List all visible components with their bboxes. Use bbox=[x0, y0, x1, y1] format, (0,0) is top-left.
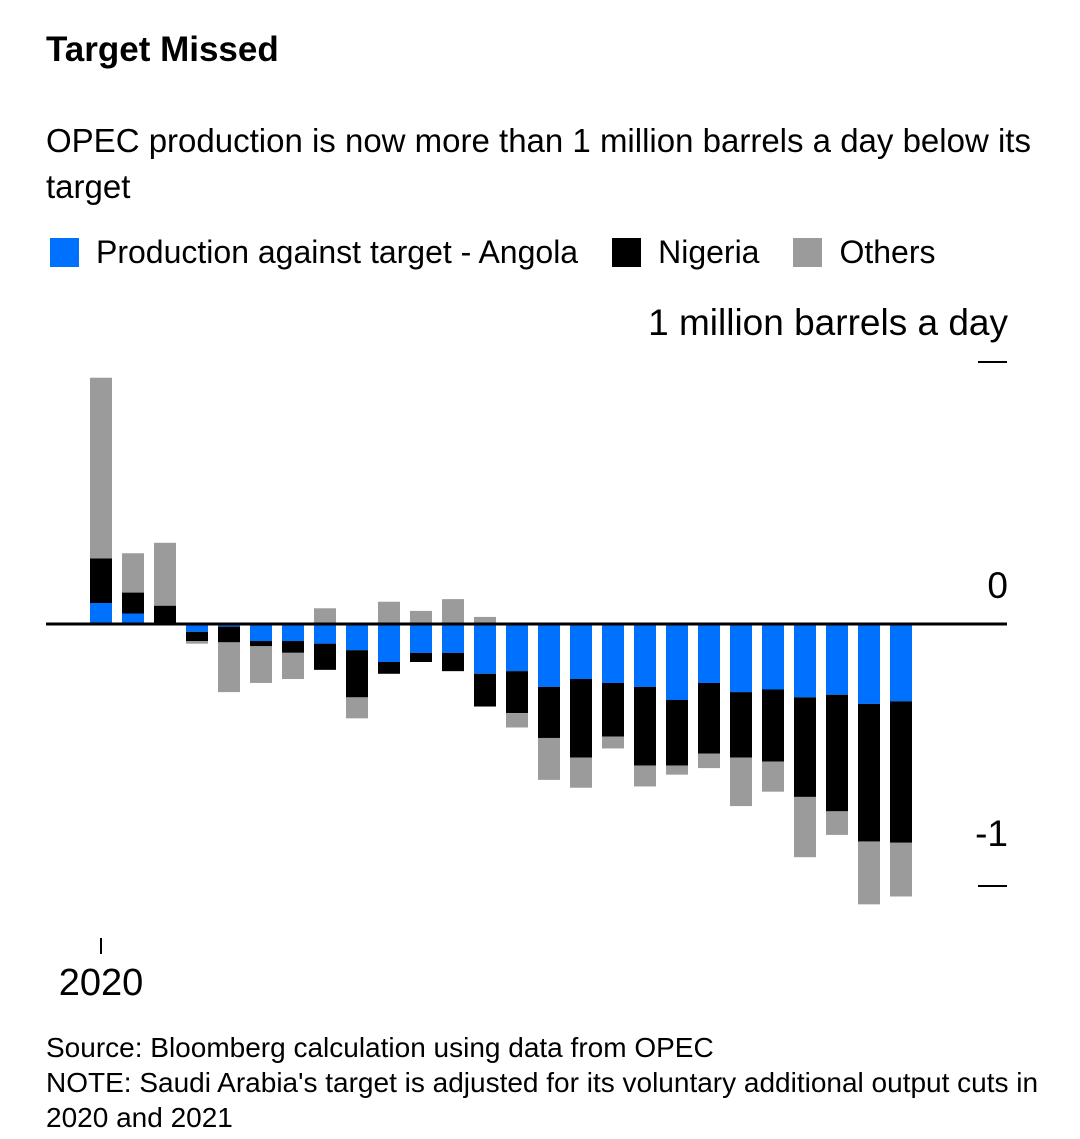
bar-segment-others-20 bbox=[698, 753, 720, 769]
bar-segment-nigeria-15 bbox=[538, 686, 560, 738]
y-tick-label: -1 bbox=[975, 813, 1008, 854]
bar-segment-others-1 bbox=[90, 377, 112, 559]
footer: Source: Bloomberg calculation using data… bbox=[46, 1030, 1080, 1135]
bar-segment-angola-20 bbox=[698, 624, 720, 683]
bar-segment-angola-17 bbox=[602, 624, 624, 683]
legend-item-angola: Production against target - Angola bbox=[50, 234, 578, 271]
bar-segment-nigeria-23 bbox=[794, 697, 816, 797]
bar-segment-nigeria-6 bbox=[250, 641, 272, 647]
bar-segment-nigeria-8 bbox=[314, 643, 336, 670]
bar-segment-nigeria-18 bbox=[634, 686, 656, 766]
bar-segment-others-22 bbox=[762, 761, 784, 792]
bar-segment-angola-15 bbox=[538, 624, 560, 687]
bar-segment-angola-22 bbox=[762, 624, 784, 690]
legend-item-others: Others bbox=[793, 234, 936, 271]
bar-segment-others-8 bbox=[314, 608, 336, 624]
bar-segment-others-16 bbox=[570, 757, 592, 788]
chart-plot: 1 million barrels a day 0 -1 2020 bbox=[46, 302, 1008, 1004]
bar-segment-others-7 bbox=[282, 652, 304, 680]
bar-segment-others-19 bbox=[666, 765, 688, 775]
legend-swatch-nigeria bbox=[612, 238, 642, 267]
bar-segment-others-15 bbox=[538, 737, 560, 780]
bar-segment-angola-18 bbox=[634, 624, 656, 687]
bar-segment-nigeria-9 bbox=[346, 650, 368, 698]
bar-segment-nigeria-22 bbox=[762, 689, 784, 762]
bar-segment-nigeria-20 bbox=[698, 682, 720, 754]
legend-label-others: Others bbox=[839, 234, 936, 270]
legend-swatch-others bbox=[793, 238, 823, 267]
bar-segment-others-25 bbox=[858, 841, 880, 905]
bar-segment-others-5 bbox=[218, 642, 240, 693]
bar-segment-nigeria-24 bbox=[826, 694, 848, 812]
bar-segment-angola-14 bbox=[506, 624, 528, 672]
bar-segment-others-23 bbox=[794, 796, 816, 858]
bar-segment-angola-11 bbox=[410, 624, 432, 653]
y-tick-label: 0 bbox=[987, 565, 1008, 606]
bar-segment-angola-16 bbox=[570, 624, 592, 680]
bar-segment-angola-25 bbox=[858, 624, 880, 704]
bar-segment-others-11 bbox=[410, 610, 432, 624]
chart-title: Target Missed bbox=[46, 30, 279, 69]
bar-segment-angola-4 bbox=[186, 624, 208, 632]
methodology-note: NOTE: Saudi Arabia's target is adjusted … bbox=[46, 1067, 1039, 1133]
legend-swatch-angola bbox=[50, 238, 79, 267]
bar-segment-angola-21 bbox=[730, 624, 752, 693]
bar-segment-nigeria-7 bbox=[282, 641, 304, 653]
bar-segment-others-10 bbox=[378, 601, 400, 624]
legend-label-nigeria: Nigeria bbox=[658, 234, 760, 270]
chart-subtitle: OPEC production is now more than 1 milli… bbox=[46, 122, 1031, 205]
x-axis: 2020 bbox=[59, 938, 144, 1004]
y-axis: 0 -1 bbox=[975, 361, 1008, 887]
bar-segment-angola-7 bbox=[282, 624, 304, 642]
bar-segment-others-17 bbox=[602, 736, 624, 749]
bar-segment-nigeria-25 bbox=[858, 703, 880, 842]
bar-segment-nigeria-26 bbox=[890, 701, 912, 843]
bar-segment-nigeria-14 bbox=[506, 671, 528, 714]
bars-group bbox=[90, 377, 912, 905]
bar-segment-nigeria-12 bbox=[442, 652, 464, 672]
bar-segment-angola-9 bbox=[346, 624, 368, 651]
source-note: Source: Bloomberg calculation using data… bbox=[46, 1032, 714, 1063]
bar-segment-others-21 bbox=[730, 757, 752, 807]
bar-segment-nigeria-11 bbox=[410, 652, 432, 662]
bar-segment-nigeria-16 bbox=[570, 679, 592, 758]
bar-segment-nigeria-3 bbox=[154, 605, 176, 624]
bar-segment-nigeria-17 bbox=[602, 682, 624, 737]
bar-segment-others-6 bbox=[250, 646, 272, 683]
bar-segment-nigeria-4 bbox=[186, 631, 208, 642]
bar-segment-angola-2 bbox=[122, 613, 144, 624]
y-axis-unit-label: 1 million barrels a day bbox=[648, 302, 1008, 343]
legend-label-angola: Production against target - Angola bbox=[96, 234, 579, 270]
bar-segment-nigeria-2 bbox=[122, 592, 144, 614]
bar-segment-others-14 bbox=[506, 713, 528, 728]
bar-segment-others-3 bbox=[154, 542, 176, 606]
bar-segment-angola-12 bbox=[442, 624, 464, 653]
bar-segment-nigeria-13 bbox=[474, 673, 496, 707]
bar-segment-others-2 bbox=[122, 553, 144, 593]
bar-segment-nigeria-19 bbox=[666, 699, 688, 766]
bar-segment-angola-8 bbox=[314, 624, 336, 644]
bar-segment-angola-23 bbox=[794, 624, 816, 698]
bar-segment-others-9 bbox=[346, 697, 368, 719]
bar-segment-angola-19 bbox=[666, 624, 688, 700]
bar-segment-nigeria-10 bbox=[378, 661, 400, 674]
x-tick-label: 2020 bbox=[59, 962, 144, 1004]
bar-segment-nigeria-1 bbox=[90, 558, 112, 604]
bar-segment-others-26 bbox=[890, 842, 912, 897]
bar-segment-angola-1 bbox=[90, 603, 112, 624]
bar-segment-others-13 bbox=[474, 616, 496, 624]
bar-segment-others-12 bbox=[442, 599, 464, 624]
bar-segment-others-4 bbox=[186, 641, 208, 644]
bar-segment-nigeria-5 bbox=[218, 626, 240, 643]
bar-segment-angola-24 bbox=[826, 624, 848, 695]
legend: Production against target - Angola Niger… bbox=[50, 234, 936, 271]
bar-segment-angola-13 bbox=[474, 624, 496, 674]
bar-segment-others-18 bbox=[634, 765, 656, 787]
legend-item-nigeria: Nigeria bbox=[612, 234, 759, 271]
bar-segment-angola-10 bbox=[378, 624, 400, 662]
bar-segment-nigeria-21 bbox=[730, 692, 752, 758]
bar-segment-angola-6 bbox=[250, 624, 272, 642]
bar-segment-others-24 bbox=[826, 811, 848, 835]
bar-segment-angola-26 bbox=[890, 624, 912, 702]
